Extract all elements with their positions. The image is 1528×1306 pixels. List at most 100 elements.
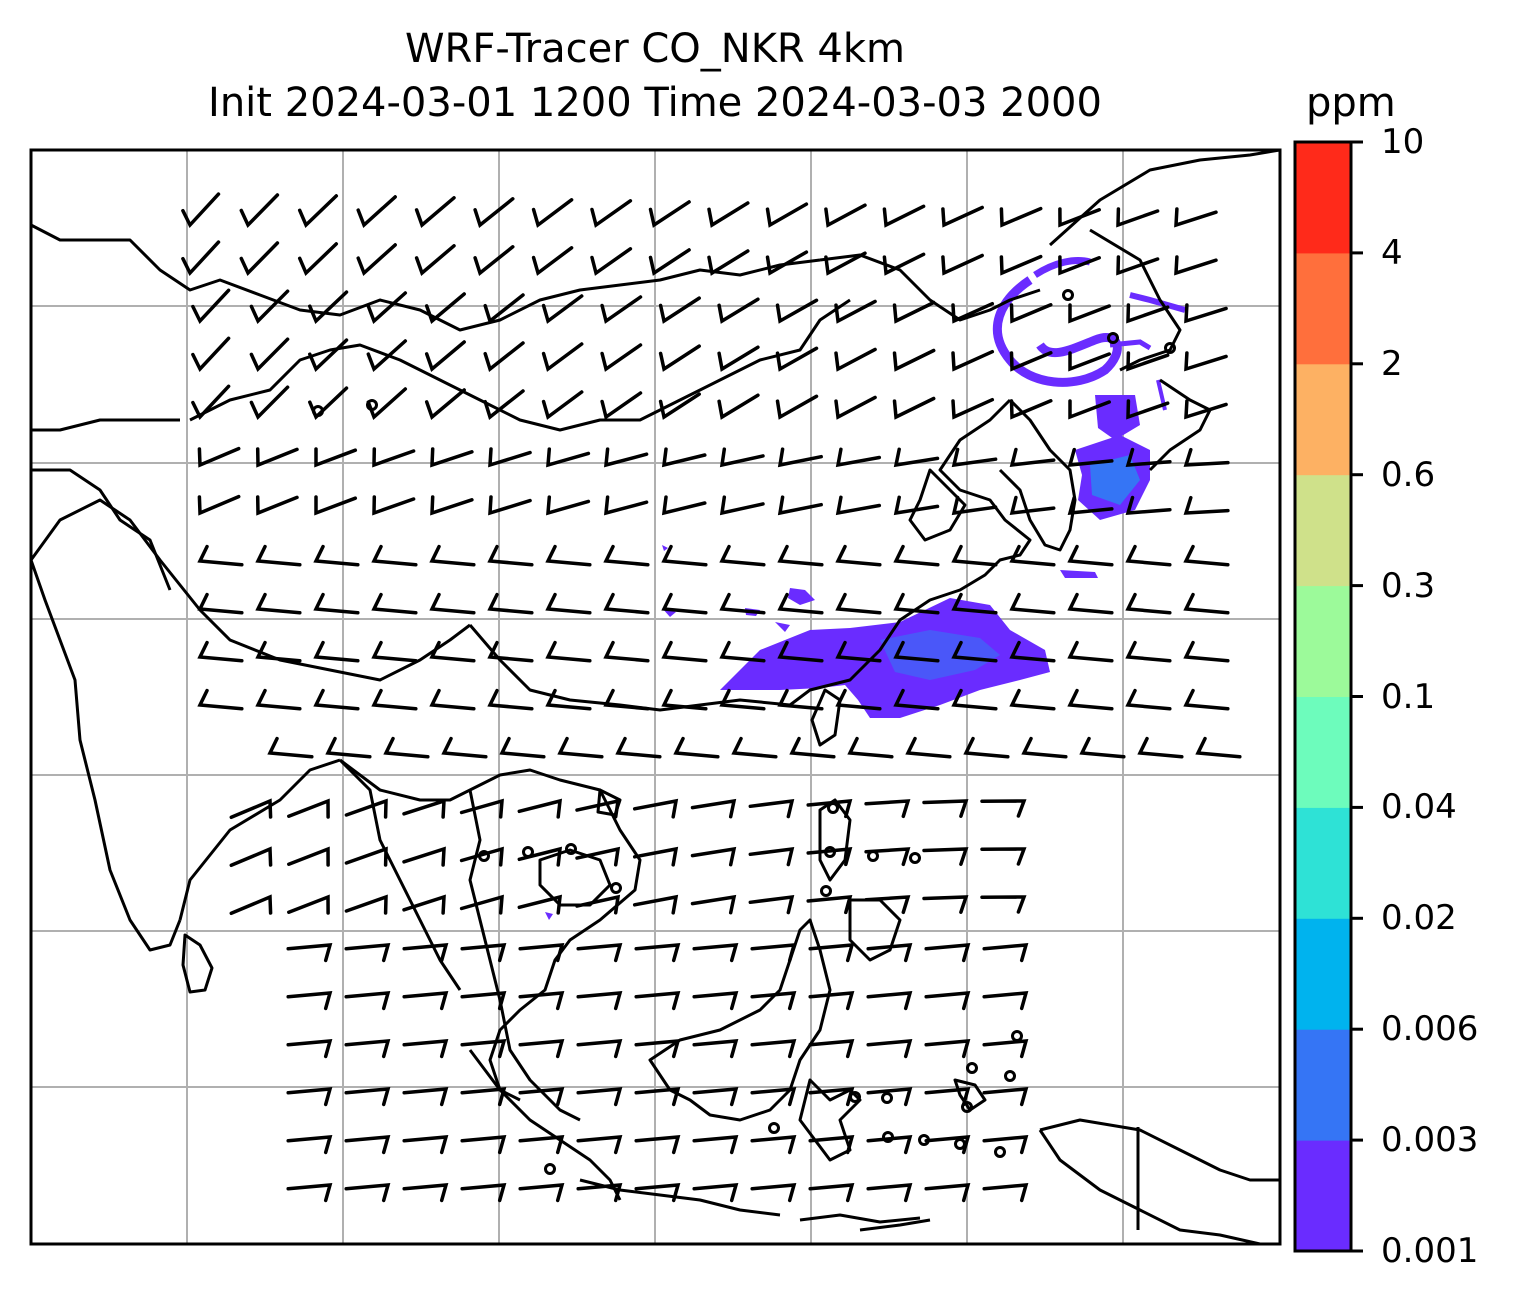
wind-barb: [402, 1087, 449, 1107]
wind-barb: [473, 245, 515, 276]
wind-barb: [286, 1135, 333, 1155]
border-china-russia: [819, 253, 1041, 322]
wind-barb: [634, 1087, 681, 1107]
wind-barb: [313, 688, 360, 711]
wind-barb: [1009, 592, 1056, 615]
wind-barbs: [181, 192, 1242, 1203]
wind-barb: [249, 337, 290, 373]
wind-calm-marker: [522, 846, 534, 858]
wind-barb: [661, 640, 708, 663]
wind-barb: [750, 1087, 797, 1107]
wind-barb: [748, 798, 795, 819]
wind-barb: [892, 300, 936, 324]
wind-calm-marker: [478, 850, 490, 862]
wind-barb: [658, 392, 701, 420]
wind-barb: [673, 736, 720, 759]
wind-barb: [999, 254, 1043, 276]
wind-barb: [314, 495, 358, 516]
wind-barb: [429, 640, 476, 663]
wind-barb: [1183, 640, 1230, 663]
wind-barb: [308, 386, 349, 421]
wind-barb: [808, 1183, 855, 1203]
wind-barb: [692, 1135, 739, 1155]
wind-barb: [1116, 255, 1160, 276]
colorbar-segment: [1295, 252, 1351, 365]
wind-barb: [1067, 640, 1114, 663]
wind-barb: [661, 495, 707, 516]
wind-barb: [255, 447, 299, 468]
wind-barb: [518, 1183, 565, 1203]
wind-barb: [1183, 688, 1230, 711]
wind-barb: [414, 196, 456, 228]
wind-barb: [866, 1183, 913, 1203]
wind-barb: [191, 336, 231, 373]
wind-barb: [806, 799, 853, 819]
wind-barb: [344, 1183, 391, 1203]
wind-barb: [892, 396, 936, 420]
wind-barb: [1183, 544, 1230, 567]
wind-barb: [372, 447, 416, 468]
wind-barb: [999, 206, 1043, 228]
wind-barb: [750, 1039, 797, 1059]
wind-barb: [866, 943, 913, 963]
wind-barb: [383, 736, 430, 759]
wind-barb: [951, 640, 998, 663]
wind-calm-marker: [1164, 342, 1176, 354]
wind-barb: [429, 688, 476, 711]
wind-barb: [487, 688, 534, 711]
plume-east-china: [720, 598, 1050, 718]
wind-barb: [748, 846, 795, 867]
wind-barb: [750, 1135, 797, 1155]
wind-barb: [424, 292, 466, 324]
colorbar-tick-label: 0.04: [1381, 787, 1457, 828]
wind-barb: [648, 248, 691, 276]
coast-timor: [859, 1218, 931, 1232]
wind-barb: [197, 592, 244, 615]
wind-barb: [402, 1039, 449, 1059]
wind-barb: [658, 344, 701, 372]
wind-barb: [459, 894, 504, 915]
wind-barb: [1125, 447, 1172, 467]
wind-barb: [576, 1183, 623, 1203]
wind-barb: [1009, 544, 1056, 567]
wind-calm-marker: [544, 1163, 556, 1175]
wind-barb: [371, 544, 418, 567]
wind-barb: [941, 205, 984, 228]
colorbar-tick-label: 10: [1381, 122, 1425, 162]
wind-barb: [692, 991, 739, 1011]
coast-bay-bohai: [908, 468, 967, 542]
wind-calm-marker: [1062, 289, 1074, 301]
wind-barb: [661, 544, 708, 567]
wind-barb: [719, 447, 765, 468]
wind-barb: [460, 943, 507, 963]
wind-barb: [414, 244, 456, 276]
wind-barb: [1116, 207, 1160, 228]
wind-barb: [808, 991, 855, 1011]
wind-barb: [661, 688, 708, 711]
wind-barb: [808, 1087, 855, 1107]
wind-barb: [1137, 736, 1184, 759]
plume-patch-yellow-sea: [1060, 570, 1098, 578]
wind-barb: [575, 798, 621, 819]
wind-calm-marker: [1011, 1030, 1023, 1042]
wind-barb: [575, 846, 621, 867]
wind-barb: [1009, 495, 1056, 516]
coast-malay-peninsula: [468, 789, 581, 1122]
wind-barb: [517, 894, 563, 915]
wind-barb: [634, 1135, 681, 1155]
colorbar-frame: [1293, 140, 1353, 1253]
wind-calm-marker: [827, 802, 839, 814]
wind-barb: [372, 495, 416, 516]
wind-barb: [197, 640, 244, 663]
wind-barb: [459, 846, 504, 867]
colorbar-segment: [1295, 142, 1351, 254]
colorbar-tick-label: 0.001: [1381, 1231, 1479, 1271]
wind-barb: [356, 195, 397, 228]
wind-barb: [546, 495, 591, 516]
wind-barb: [590, 199, 633, 228]
wind-barb: [366, 291, 408, 324]
map-title-line1: WRF-Tracer CO_NKR 4km: [404, 26, 906, 72]
wind-barb: [313, 640, 360, 663]
wind-barb: [951, 688, 998, 711]
wind-barb: [982, 943, 1029, 963]
